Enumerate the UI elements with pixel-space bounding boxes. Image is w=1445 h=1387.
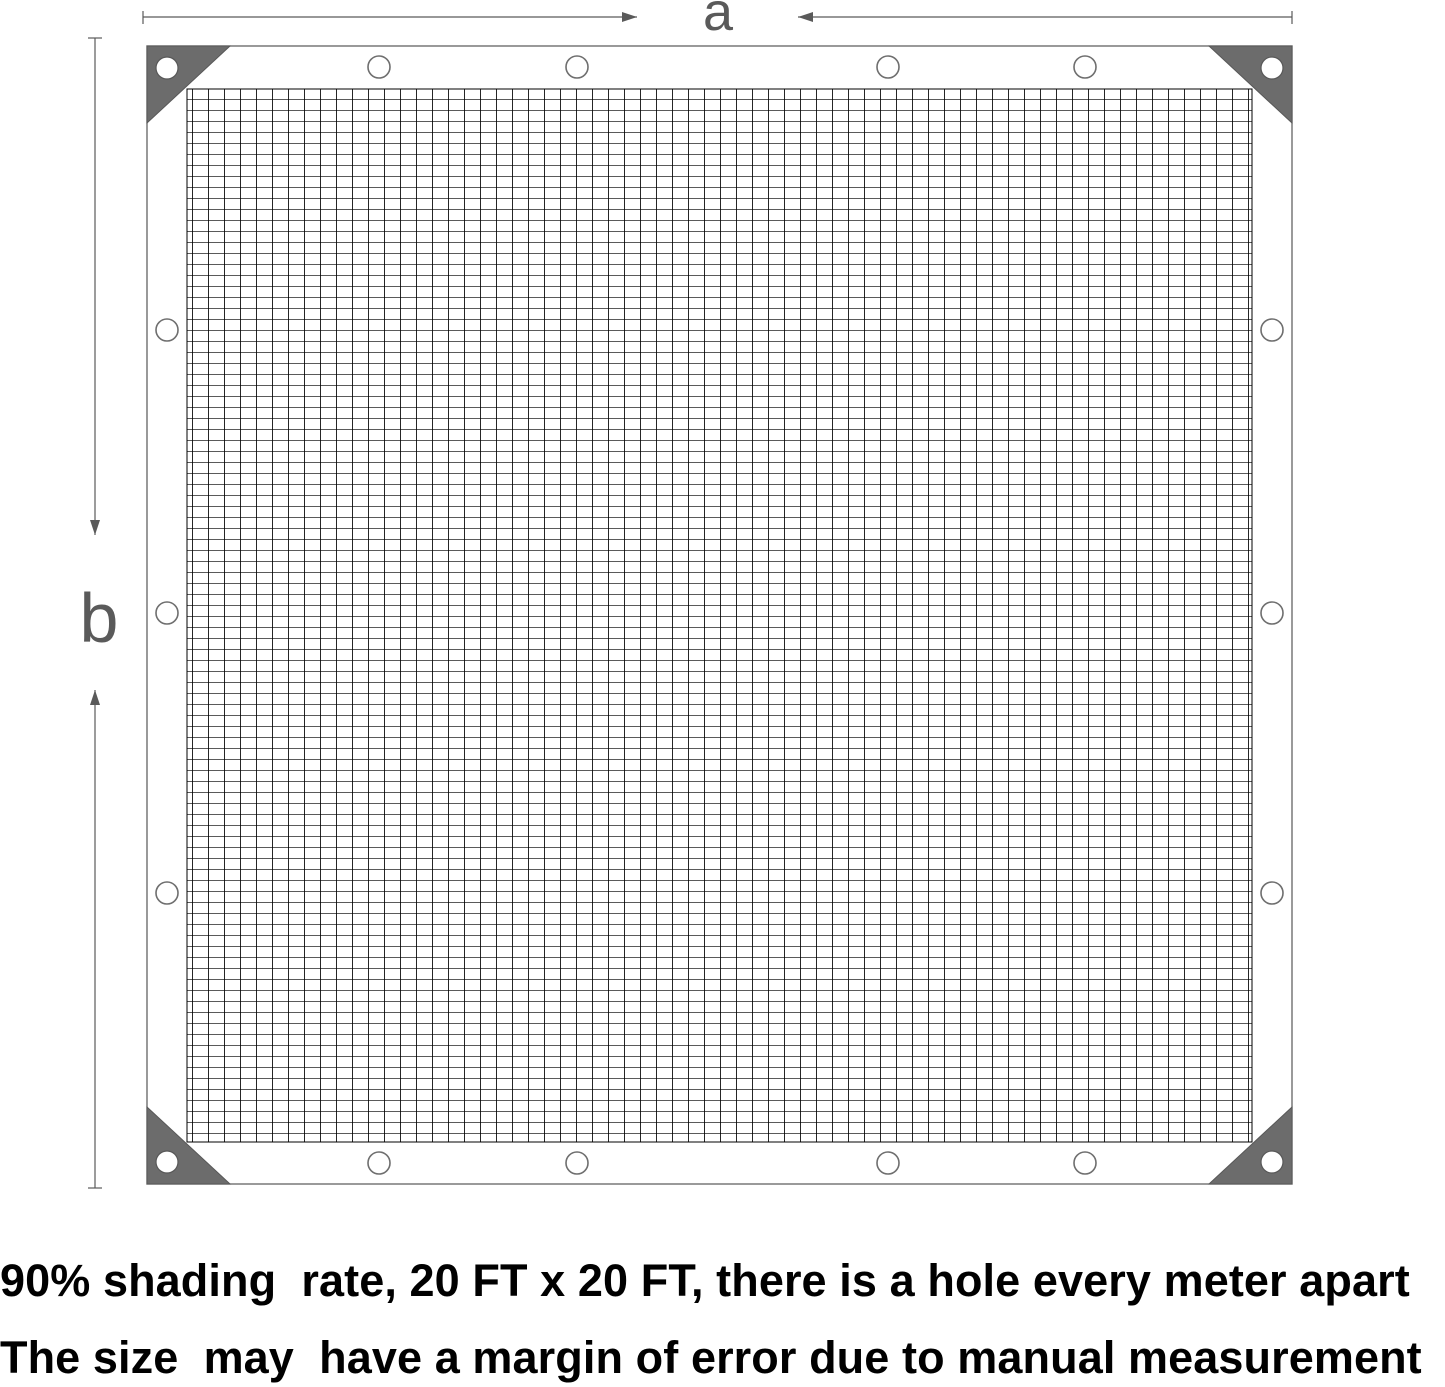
svg-text:b: b (80, 579, 119, 657)
svg-text:a: a (703, 0, 734, 42)
